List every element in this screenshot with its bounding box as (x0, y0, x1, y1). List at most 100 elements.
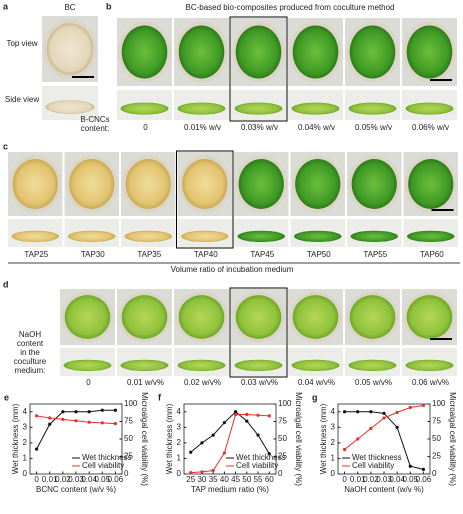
x-tick-label: 45 (231, 475, 240, 484)
sample-side (237, 230, 285, 242)
row-label: content (17, 339, 44, 348)
data-point (342, 447, 347, 452)
y2-tick-label: 75 (432, 417, 441, 426)
panel-label: b (106, 1, 112, 11)
x-tick-label: 55 (254, 475, 263, 484)
data-point (34, 447, 39, 451)
data-point (395, 410, 399, 414)
panel-title: BC-based bio-composites produced from co… (186, 3, 395, 12)
sample-label: TAP40 (194, 250, 218, 259)
x-tick-label: 25 (186, 475, 195, 484)
data-point (222, 421, 226, 425)
data-point (87, 410, 91, 414)
y-tick-label: 4 (331, 407, 336, 416)
sample-side (63, 359, 112, 371)
y-axis-label: Wet thickness (mm) (11, 403, 20, 474)
legend-label: Wet thickness (352, 453, 402, 462)
y2-tick-label: 50 (432, 434, 441, 443)
sample-top (292, 25, 339, 79)
sample-top (349, 25, 396, 79)
data-point (61, 417, 65, 421)
x-tick-label: 0.04 (81, 475, 97, 484)
panel-label: g (312, 392, 318, 402)
sample-side (181, 230, 229, 242)
sample-side (405, 102, 454, 115)
row-label: B-CNCs (80, 115, 109, 124)
x-tick-label: 0.02 (55, 475, 71, 484)
data-point (100, 421, 104, 425)
sample-side (120, 102, 169, 115)
data-line (190, 411, 270, 455)
data-line (190, 414, 270, 474)
y-tick-label: 2 (331, 438, 336, 447)
x-tick-label: 0.04 (389, 475, 405, 484)
data-point (74, 419, 78, 423)
sample-side (234, 102, 283, 115)
panel-label: e (4, 392, 9, 402)
row-label: in the (20, 348, 40, 357)
sample-top (235, 25, 282, 79)
sample-top (406, 25, 453, 79)
y-tick-label: 0 (177, 469, 182, 478)
row-label: NaOH (19, 330, 41, 339)
x-tick-label: 0.06 (416, 475, 432, 484)
sample-side (291, 359, 340, 371)
sample-top (349, 295, 396, 339)
data-point (256, 433, 260, 437)
panel-label: d (3, 279, 9, 289)
sample-side (405, 359, 454, 371)
sample-top (178, 295, 225, 339)
row-label: Top view (6, 39, 37, 48)
sample-side (124, 230, 172, 242)
data-point (61, 410, 65, 414)
y-tick-label: 1 (23, 454, 28, 463)
data-point (87, 420, 91, 424)
sample-top (351, 159, 397, 209)
y2-tick-label: 50 (278, 434, 287, 443)
data-point (200, 441, 204, 445)
legend-label: Wet thickness (236, 453, 286, 462)
data-point (74, 410, 78, 414)
y-tick-label: 2 (23, 438, 28, 447)
y2-axis-label: Microalgal cell viability (%) (140, 392, 149, 486)
y2-tick-label: 25 (432, 452, 441, 461)
x-tick-label: 60 (265, 475, 274, 484)
legend-label: Cell viability (352, 461, 394, 470)
y-tick-label: 2 (177, 438, 182, 447)
x-tick-label: 0 (342, 475, 347, 484)
data-point (395, 425, 399, 429)
sample-label: 0.05 w/v% (355, 378, 392, 387)
y2-tick-label: 100 (278, 399, 292, 408)
sample-label: 0.01% w/v (184, 123, 221, 132)
sample-top (121, 25, 168, 79)
sample-side (407, 230, 455, 242)
sample-top (46, 23, 94, 75)
y2-tick-label: 0 (432, 469, 437, 478)
data-point (267, 414, 271, 418)
sample-top (12, 159, 58, 209)
sample-top (406, 295, 453, 339)
sample-label: 0 (143, 123, 148, 132)
x-tick-label: 0.05 (402, 475, 418, 484)
sample-top (178, 25, 225, 79)
data-point (113, 408, 118, 412)
data-point (245, 419, 249, 423)
sample-side (11, 230, 59, 242)
x-tick-label: 0.06 (108, 475, 124, 484)
panel-label: f (158, 392, 162, 402)
sample-side (45, 100, 95, 114)
data-point (34, 414, 39, 418)
legend-label: Cell viability (82, 461, 124, 470)
data-point (421, 403, 426, 407)
highlight-box (229, 287, 288, 378)
sample-label: 0.01 w/v% (127, 378, 164, 387)
sample-label: 0.03 w/v% (241, 378, 278, 387)
sample-label: 0.04% w/v (298, 123, 335, 132)
data-point (382, 411, 386, 415)
legend-label: Wet thickness (82, 453, 132, 462)
x-tick-label: 50 (242, 475, 251, 484)
y2-tick-label: 25 (124, 452, 133, 461)
sample-label: 0.06% w/v (412, 123, 449, 132)
y2-tick-label: 100 (432, 399, 446, 408)
data-point (113, 422, 118, 426)
